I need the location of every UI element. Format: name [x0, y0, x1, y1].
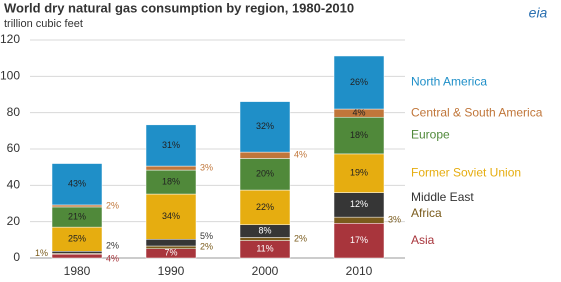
y-tick-label: 0: [13, 250, 20, 264]
bar-segment: [51, 251, 103, 254]
segment-label: 5%: [200, 231, 213, 241]
x-tick-label: 2010: [346, 264, 373, 278]
bar-segment: [51, 253, 103, 259]
segment-label: 34%: [162, 211, 180, 221]
segment-label: 2%: [200, 242, 213, 252]
bar-segment: [239, 189, 291, 226]
segment-label: 32%: [256, 121, 274, 131]
segment-label: 4%: [106, 253, 119, 263]
segment-label: 8%: [258, 225, 271, 235]
segment-label: 18%: [350, 130, 368, 140]
bar-segment: [333, 116, 385, 155]
segment-label: 12%: [350, 199, 368, 209]
chart-title: World dry natural gas consumption by reg…: [4, 0, 354, 15]
legend-label: Europe: [411, 128, 450, 142]
segment-label: 2%: [106, 200, 119, 210]
segment-label: 19%: [350, 168, 368, 178]
segment-label: 43%: [68, 179, 86, 189]
segment-label: 7%: [164, 248, 177, 258]
y-tick-label: 80: [7, 105, 21, 119]
segment-label: 4%: [352, 107, 365, 117]
bar-segment: [333, 223, 385, 259]
segment-label: 25%: [68, 234, 86, 244]
legend-label: North America: [411, 75, 487, 89]
segment-label: 2%: [294, 233, 307, 243]
bar-segment: [51, 204, 103, 208]
bar-segment: [145, 124, 197, 167]
bar-segment: [333, 192, 385, 218]
bar-segment: [51, 163, 103, 206]
legend-label: Former Soviet Union: [411, 165, 521, 179]
segment-label: 31%: [162, 140, 180, 150]
legend-label: Middle East: [411, 190, 474, 204]
segment-label: 22%: [256, 202, 274, 212]
segment-label: 11%: [256, 244, 273, 254]
bar-segment: [239, 151, 291, 159]
legend-label: Africa: [411, 206, 442, 220]
bar-segment: [145, 239, 197, 247]
bar-segment: [145, 245, 197, 249]
bar-segment: [239, 101, 291, 153]
segment-label: 20%: [256, 169, 274, 179]
x-tick-label: 2000: [252, 264, 279, 278]
bar-segment: [145, 165, 197, 171]
legend-label: Central & South America: [411, 105, 543, 119]
legend-label: Asia: [411, 233, 435, 247]
y-tick-label: 120: [0, 32, 20, 46]
segment-label: 3%: [388, 215, 401, 225]
x-tick-label: 1980: [64, 264, 91, 278]
chart-subtitle: trillion cubic feet: [4, 18, 83, 30]
segment-label: 4%: [294, 150, 307, 160]
bar-segment: [239, 237, 291, 241]
bar-segment: [333, 153, 385, 193]
y-tick-label: 40: [7, 178, 21, 192]
y-tick-label: 100: [0, 69, 20, 83]
segment-label: 3%: [200, 162, 213, 172]
logo: eia: [529, 5, 548, 21]
y-tick-label: 20: [7, 214, 21, 228]
segment-label: 26%: [350, 77, 368, 87]
bar-segment: [239, 158, 291, 191]
segment-label: 17%: [350, 235, 368, 245]
segment-label: 21%: [68, 211, 86, 221]
bar-segment: [333, 216, 385, 224]
x-tick-label: 1990: [158, 264, 185, 278]
bar-segment: [145, 193, 197, 240]
segment-label: 2%: [106, 241, 119, 251]
segment-label: 18%: [162, 176, 180, 186]
bar-segment: [333, 55, 385, 110]
y-tick-label: 60: [7, 141, 21, 155]
segment-label: 1%: [35, 248, 48, 258]
